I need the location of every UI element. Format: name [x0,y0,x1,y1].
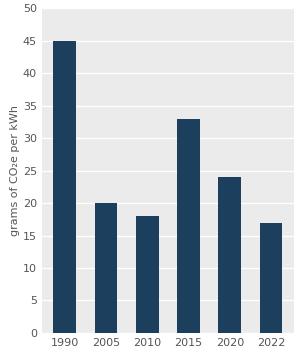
Bar [260,222,283,333]
Bar [94,203,117,333]
Y-axis label: grams of CO₂e per kWh: grams of CO₂e per kWh [10,105,20,236]
Bar [177,119,200,333]
Bar [218,177,241,333]
Bar [53,40,76,333]
Bar [136,216,159,333]
